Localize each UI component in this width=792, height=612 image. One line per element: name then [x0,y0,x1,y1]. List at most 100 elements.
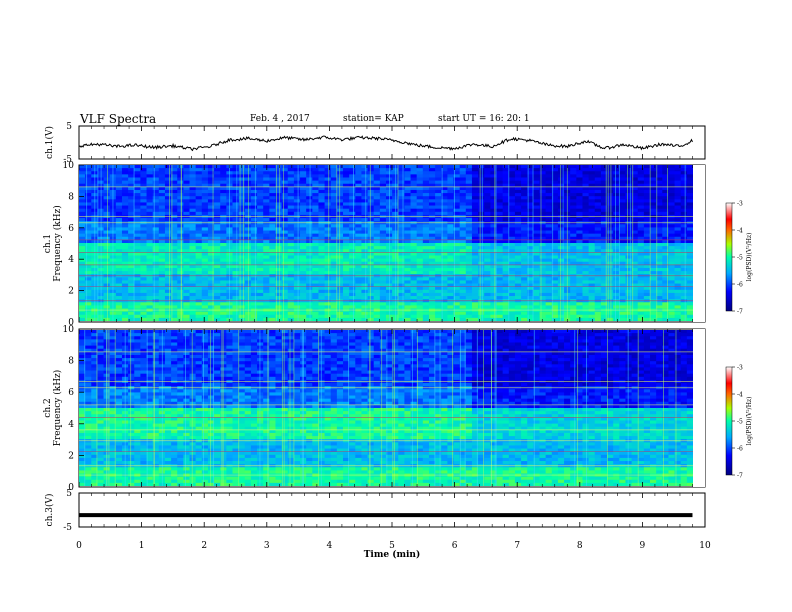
spectrogram-cell [680,193,688,197]
spectrogram-cell [201,249,209,253]
spectrogram-cell [484,267,491,272]
spectrogram-cell [453,267,461,272]
spectrogram-cell [422,186,430,191]
spectrogram-cell [336,189,344,194]
spectrogram-cell [637,205,645,210]
spectrogram-cell [435,218,442,222]
spectrogram-cell [465,261,473,266]
spectrogram-cell [416,193,424,197]
spectrogram-cell [164,292,172,297]
spectrogram-cell [171,233,178,238]
spectrogram-cell [121,243,129,247]
spectrogram-cell [521,311,528,316]
spectrogram-cell [613,246,620,250]
spectrogram-cell [428,199,436,203]
spectrogram-cell [318,292,325,297]
spectrogram-cell [220,239,227,244]
spectrogram-cell [478,186,485,191]
spectrogram-cell [275,292,283,297]
spectrogram-cell [594,302,602,306]
spectrogram-cell [453,202,461,206]
spectrogram-cell [152,289,160,294]
spectrogram-cell [103,246,111,250]
spectrogram-cell [367,211,375,216]
spectrogram-cell [263,277,270,281]
spectrogram-cell [490,186,497,191]
spectrogram-cell [557,261,565,266]
spectrogram-cell [85,208,92,213]
spectrogram-cell [121,302,129,306]
spectrogram-cell [177,283,184,288]
spectrogram-cell [152,302,160,306]
spectrogram-cell [502,271,510,275]
spectrogram-cell [471,236,479,241]
spectrogram-cell [422,199,430,203]
spectrogram-cell [447,246,454,250]
spectrogram-cell [435,183,442,188]
spectrogram-cell [238,227,246,231]
spectrogram-cell [164,280,172,284]
spectrogram-cell [269,230,276,235]
spectrogram-cell [355,314,362,319]
spectrogram-cell [85,202,92,206]
spectrogram-cell [656,292,663,297]
spectrogram-cell [195,296,203,300]
spectrogram-cell [379,165,387,169]
spectrogram-cell [514,227,522,231]
spectrogram-cell [355,208,362,213]
spectrogram-cell [674,224,682,228]
spectrogram-cell [207,292,215,297]
spectrogram-cell [643,252,651,256]
spectrogram-cell [428,305,436,309]
spectrogram-cell [496,227,504,231]
spectrogram-cell [514,233,522,238]
spectrogram-cell [85,193,92,197]
spectrogram-cell [257,186,264,191]
spectrogram-cell [324,180,332,185]
spectrogram-cell [214,218,221,222]
spectrogram-cell [490,296,497,300]
spectrogram-cell [330,286,338,291]
spectrogram-cell [674,211,682,216]
spectrogram-cell [300,252,307,256]
spectrogram-cell [207,267,215,272]
spectrogram-cell [367,314,375,319]
spectrogram-cell [158,205,166,210]
spectrogram-cell [361,177,368,181]
spectrogram-cell [207,180,215,185]
spectrogram-cell [570,183,577,188]
spectrogram-cell [158,252,166,256]
spectrogram-cell [594,165,602,169]
spectrogram-cell [85,289,92,294]
spectrogram-cell [600,264,608,269]
spectrogram-cell [330,174,338,178]
spectrogram-cell [680,208,688,213]
spectrogram-cell [514,249,522,253]
spectrogram-cell [447,267,454,272]
spectrogram-cell [404,199,411,203]
spectrogram-cell [97,183,104,188]
spectrogram-cell [459,168,467,172]
spectrogram-cell [177,267,184,272]
spectrogram-cell [441,171,448,175]
spectrogram-cell [619,189,626,194]
spectrogram-cell [103,171,111,175]
spectrogram-cell [121,317,129,321]
spectrogram-cell [551,171,559,175]
spectrogram-cell [674,205,682,210]
spectrogram-cell [189,277,197,281]
spectrogram-cell [594,174,602,178]
spectrogram-cell [582,168,590,172]
spectrogram-cell [465,271,473,275]
spectrogram-cell [625,292,632,297]
spectrogram-cell [398,305,405,309]
spectrogram-cell [557,196,565,200]
spectrogram-cell [478,261,485,266]
spectrogram-cell [435,280,442,284]
spectrogram-cell [545,283,553,288]
spectrogram-cell [551,289,559,294]
spectrogram-cell [662,243,669,247]
spectrogram-cell [373,211,381,216]
spectrogram-cell [207,246,215,250]
spectrogram-cell [459,246,467,250]
